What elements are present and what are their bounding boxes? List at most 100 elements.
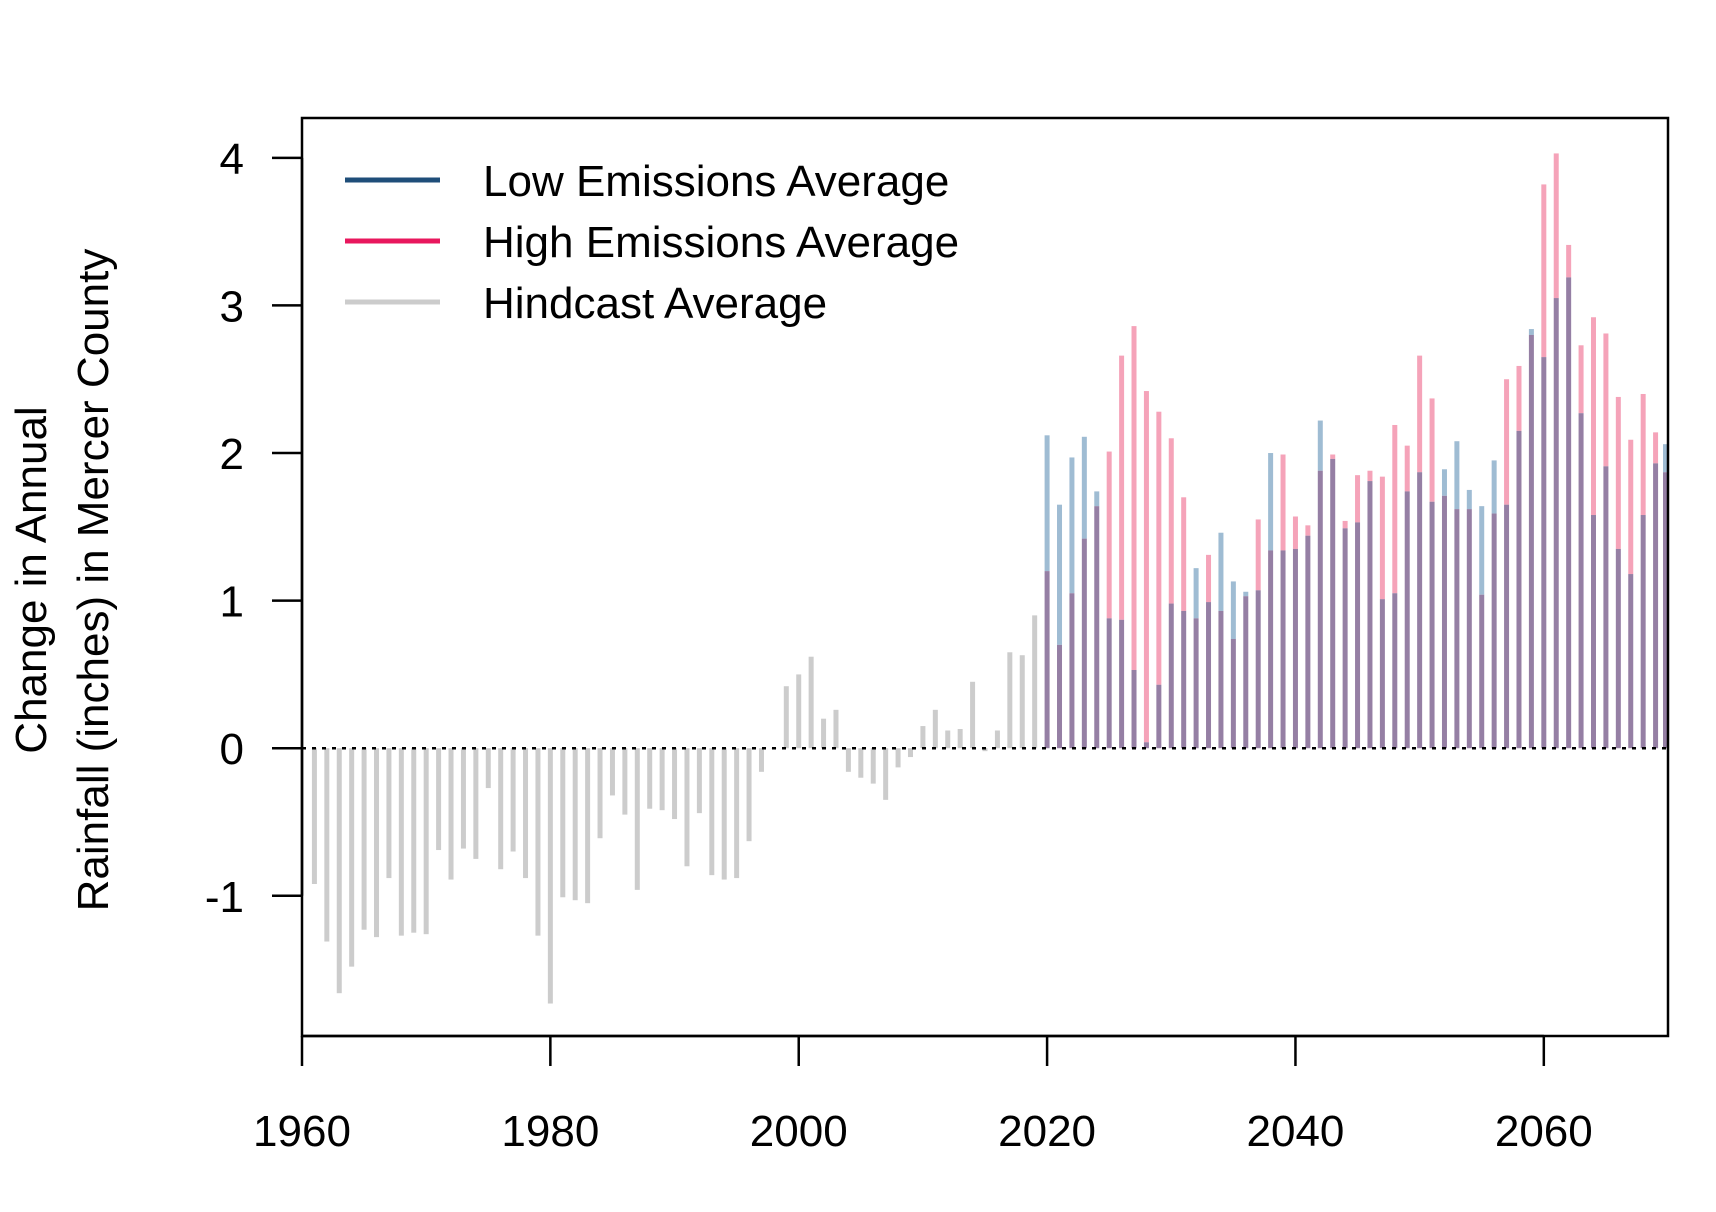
high-emissions-bar-2046 (1367, 470, 1373, 482)
overlap-bar-2044 (1342, 528, 1348, 749)
hindcast-bar-1988 (647, 748, 653, 809)
hindcast-bar-1969 (411, 748, 417, 933)
high-emissions-bar-2026 (1119, 355, 1125, 620)
hindcast-bar-2014 (970, 681, 976, 749)
overlap-bar-2039 (1280, 550, 1286, 749)
overlap-bar-2036 (1243, 596, 1249, 749)
hindcast-bar-2004 (845, 748, 851, 772)
overlap-bar-2059 (1528, 334, 1534, 749)
high-emissions-bar-2050 (1417, 355, 1423, 473)
legend-label-low: Low Emissions Average (483, 157, 949, 206)
high-emissions-bar-2027 (1131, 326, 1137, 670)
high-emissions-bar-2063 (1578, 345, 1584, 414)
hindcast-bar-1990 (672, 748, 678, 820)
high-emissions-bar-2043 (1330, 454, 1336, 459)
overlap-bar-2053 (1454, 509, 1460, 749)
hindcast-bars (311, 615, 1038, 1004)
high-emissions-bar-2069 (1653, 432, 1659, 464)
overlap-bar-2033 (1206, 602, 1212, 749)
x-tick-label-2040: 2040 (1247, 1107, 1345, 1156)
legend-label-high: High Emissions Average (483, 218, 959, 267)
hindcast-bar-2011 (932, 709, 938, 749)
overlap-bar-2055 (1479, 594, 1485, 749)
high-emissions-bar-2066 (1615, 396, 1621, 549)
hindcast-bar-2019 (1032, 615, 1038, 749)
overlap-bar-2024 (1094, 506, 1100, 749)
overlap-bar-2040 (1292, 548, 1298, 749)
high-emissions-bar-2062 (1566, 244, 1572, 278)
hindcast-bar-1995 (734, 748, 740, 879)
high-emissions-bar-2060 (1541, 184, 1547, 358)
overlap-bar-2027 (1131, 669, 1137, 749)
low-emissions-bar-2042 (1317, 420, 1323, 471)
hindcast-bar-1962 (324, 748, 330, 942)
hindcast-bar-1986 (622, 748, 628, 815)
hindcast-bar-2001 (808, 656, 814, 749)
hindcast-bar-1991 (684, 748, 690, 867)
low-emissions-bar-2021 (1057, 504, 1063, 645)
hindcast-bar-2002 (821, 718, 827, 749)
overlap-bar-2023 (1081, 538, 1087, 749)
high-emissions-bar-2031 (1181, 497, 1187, 611)
overlap-bar-2066 (1615, 548, 1621, 749)
high-emissions-bar-2047 (1379, 476, 1385, 600)
hindcast-bar-1978 (523, 748, 529, 879)
y-axis-title-line-2: Rainfall (inches) in Mercer County (69, 249, 118, 912)
hindcast-bar-2016 (994, 730, 1000, 749)
hindcast-bar-1964 (349, 748, 355, 967)
overlap-bar-2042 (1317, 470, 1323, 749)
overlap-bar-2038 (1268, 550, 1274, 749)
overlap-bar-2054 (1466, 509, 1472, 749)
high-emissions-bar-2065 (1603, 333, 1609, 467)
overlap-bar-2068 (1640, 515, 1646, 749)
high-emissions-bar-2037 (1255, 519, 1261, 591)
low-emissions-bar-2055 (1479, 506, 1485, 595)
x-axis: 1960 1980 2000 2020 2040 2060 (253, 1034, 1593, 1156)
overlap-bar-2021 (1057, 644, 1063, 749)
high-emissions-bar-2068 (1640, 393, 1646, 516)
hindcast-bar-2018 (1019, 655, 1025, 749)
hindcast-bar-1985 (609, 748, 615, 796)
low-emissions-bar-2052 (1441, 469, 1447, 496)
overlap-bar-2022 (1069, 593, 1075, 749)
x-tick-label-1960: 1960 (253, 1107, 351, 1156)
low-emissions-bar-2054 (1466, 489, 1472, 510)
overlap-bar-2026 (1119, 619, 1125, 749)
overlap-bar-2070 (1663, 472, 1668, 749)
hindcast-bar-2010 (920, 726, 926, 749)
overlap-bar-2028 (1143, 742, 1149, 749)
high-emissions-bar-2045 (1355, 475, 1361, 523)
low-emissions-bar-2034 (1218, 532, 1224, 611)
overlap-bar-2029 (1156, 684, 1162, 749)
low-emissions-bar-2023 (1081, 436, 1087, 539)
high-emissions-bar-2041 (1305, 525, 1311, 536)
hindcast-bar-2009 (907, 748, 913, 758)
overlap-bar-2069 (1653, 463, 1659, 749)
high-emissions-bar-2061 (1553, 153, 1559, 299)
hindcast-bar-2006 (870, 748, 876, 784)
hindcast-bar-1979 (535, 748, 541, 936)
high-emissions-bar-2067 (1628, 439, 1634, 575)
overlap-bar-2056 (1491, 513, 1497, 749)
hindcast-bar-2015 (982, 748, 988, 752)
y-tick-label-0: 0 (220, 725, 244, 774)
low-emissions-bar-2024 (1094, 491, 1100, 507)
y-tick-label-4: 4 (220, 135, 244, 184)
hindcast-bar-1961 (311, 748, 317, 884)
projection-bars (1044, 153, 1668, 749)
hindcast-bar-1967 (386, 748, 392, 879)
high-emissions-bar-2040 (1292, 516, 1298, 549)
hindcast-bar-1997 (758, 748, 764, 772)
high-emissions-bar-2058 (1516, 365, 1522, 431)
hindcast-bar-1983 (585, 748, 591, 904)
low-emissions-bar-2036 (1243, 591, 1249, 597)
high-emissions-bar-2025 (1106, 451, 1112, 619)
high-emissions-bar-2028 (1143, 391, 1149, 743)
hindcast-bar-2000 (796, 674, 802, 749)
overlap-bar-2067 (1628, 574, 1634, 749)
overlap-bar-2060 (1541, 357, 1547, 749)
hindcast-bar-1982 (572, 748, 578, 901)
overlap-bar-2034 (1218, 610, 1224, 749)
overlap-bar-2051 (1429, 501, 1435, 749)
